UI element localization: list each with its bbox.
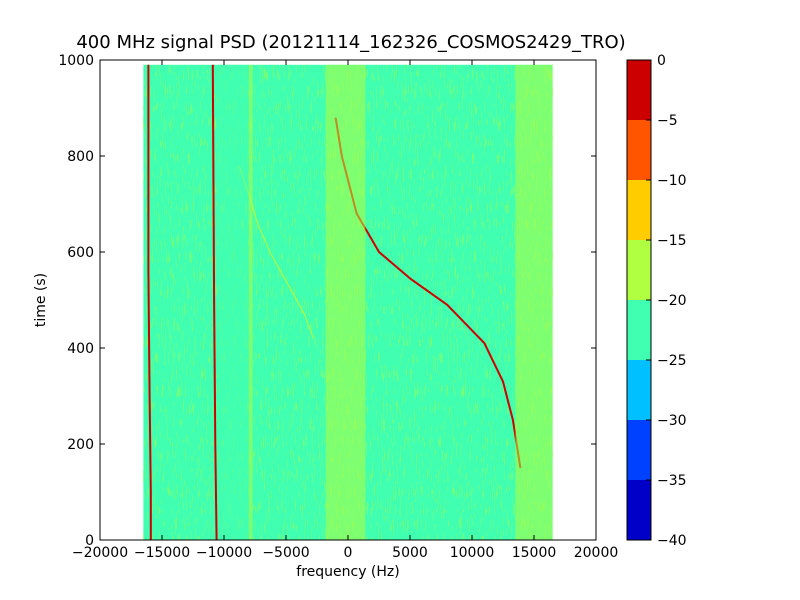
x-tick-label: 10000 [450, 545, 495, 561]
heatmap-band [248, 64, 253, 540]
heatmap-band [325, 64, 366, 540]
colorbar-segment [627, 60, 651, 120]
colorbar-tick-label: −40 [657, 533, 687, 549]
colorbar-segment [627, 420, 651, 480]
colorbar-segment [627, 120, 651, 180]
x-tick-label: 5000 [392, 545, 428, 561]
colorbar-segment [627, 240, 651, 300]
y-tick-label: 400 [67, 341, 94, 357]
colorbar-segment [627, 480, 651, 540]
heatmap-carrier [211, 64, 218, 540]
colorbar-segment [627, 300, 651, 360]
x-axis-label: frequency (Hz) [296, 564, 399, 580]
x-tick-label: 0 [344, 545, 353, 561]
colorbar-segment [627, 360, 651, 420]
colorbar-segment [627, 180, 651, 240]
colorbar: −40 −35 −30 −25 −20 −15 −10 −5 0 [626, 53, 687, 549]
x-tick-label: 15000 [512, 545, 557, 561]
y-axis-label: time (s) [33, 273, 49, 327]
colorbar-tick-label: −10 [657, 173, 687, 189]
y-tick-label: 600 [67, 245, 94, 261]
colorbar-tick-label: 0 [657, 53, 666, 69]
heatmap-band [515, 64, 553, 540]
colorbar-tick-label: −20 [657, 293, 687, 309]
y-tick-label: 800 [67, 149, 94, 165]
colorbar-tick-label: −15 [657, 233, 687, 249]
x-tick-label: −15000 [134, 545, 190, 561]
heatmap-band [217, 64, 249, 540]
x-tick-label: 20000 [574, 545, 619, 561]
x-tick-label: −10000 [196, 545, 252, 561]
colorbar-tick-label: −35 [657, 473, 687, 489]
chart-title: 400 MHz signal PSD (20121114_162326_COSM… [76, 32, 625, 53]
x-tick-label: −5000 [262, 545, 309, 561]
y-axis: 0 200 400 600 800 1000 [58, 53, 596, 549]
y-tick-label: 200 [67, 437, 94, 453]
x-axis: −20000 −15000 −10000 −5000 0 5000 10000 15000 20… [72, 60, 618, 561]
heatmap-carrier [147, 64, 152, 540]
y-tick-label: 1000 [58, 53, 94, 69]
plot-area [143, 64, 553, 540]
colorbar-tick-label: −25 [657, 353, 687, 369]
y-tick-label: 0 [85, 533, 94, 549]
colorbar-tick-label: −30 [657, 413, 687, 429]
colorbar-tick-label: −5 [657, 113, 678, 129]
x-tick-label: −20000 [72, 545, 128, 561]
